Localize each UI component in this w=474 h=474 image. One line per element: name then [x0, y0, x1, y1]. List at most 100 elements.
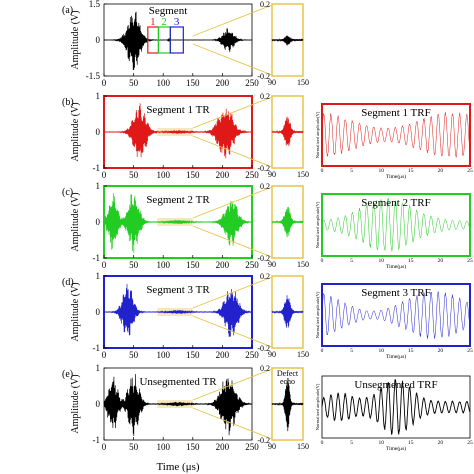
- trf-y-axis-label: Normalized amplitude(V): [315, 291, 320, 338]
- trf-x-tick-label: 20: [438, 440, 444, 446]
- defect-echo-annotation: echo: [280, 377, 295, 386]
- panel-4: (d)Amplitude (V)10-10 50 100 150 200 250Segme…: [62, 271, 473, 360]
- trf-waveform: [321, 378, 471, 435]
- trf-x-tick-label: 25: [467, 440, 473, 446]
- x-tick-label: 250: [245, 78, 259, 88]
- y-axis-label: Amplitude (V): [70, 282, 81, 341]
- panel-label: (c): [62, 187, 73, 198]
- segment-label: 2: [161, 16, 167, 28]
- trf-x-axis-label: Time(μs): [386, 445, 406, 452]
- x-tick-label: 200: [216, 260, 230, 270]
- trf-x-axis-label: Time(μs): [386, 173, 406, 180]
- y-tick-label: 0: [96, 35, 101, 45]
- x-tick-label: 200: [216, 442, 230, 452]
- trf-x-tick-label: 10: [378, 348, 384, 354]
- trf-x-tick-label: 20: [438, 258, 444, 264]
- x-tick-label: 150: [186, 350, 200, 360]
- waveform-series: [103, 283, 253, 338]
- x-tick-label: 250: [245, 170, 259, 180]
- y-tick-label: 0: [96, 307, 101, 317]
- zoom-y-tick-label: -0.2: [257, 72, 270, 81]
- y-tick-label: 1: [96, 363, 101, 373]
- zoom-y-tick-label: 0.2: [260, 364, 270, 373]
- trf-frame: [321, 103, 471, 167]
- trf-waveform: [321, 111, 471, 159]
- zoom-y-tick-label: -0.2: [257, 164, 270, 173]
- segment-label: 3: [174, 16, 180, 28]
- x-tick-label: 200: [216, 78, 230, 88]
- trf-x-tick-label: 0: [321, 258, 324, 264]
- y-tick-label: -1: [93, 343, 101, 353]
- zoom-x-tick-label: 90: [268, 260, 276, 269]
- x-tick-label: 0: [102, 442, 107, 452]
- zoom-y-tick-label: -0.2: [257, 344, 270, 353]
- trf-title: Segment 1 TRF: [361, 107, 430, 119]
- panel-title: Segment 1 TR: [146, 104, 210, 116]
- zoom-waveform: [271, 206, 304, 238]
- trf-x-tick-label: 15: [408, 168, 414, 174]
- panel-title: Segment 2 TR: [146, 194, 210, 206]
- y-axis-label: Amplitude (V): [70, 10, 81, 69]
- trf-x-tick-label: 10: [378, 440, 384, 446]
- trf-title: Unsegmented TRF: [354, 379, 437, 391]
- x-tick-label: 50: [129, 78, 139, 88]
- zoom-waveform: [271, 377, 304, 432]
- panel-title: Unsegmented TR: [139, 376, 217, 388]
- x-tick-label: 250: [245, 442, 259, 452]
- zoom-waveform: [271, 295, 304, 328]
- zoom-y-tick-label: 0.2: [260, 92, 270, 101]
- zoom-waveform: [271, 116, 304, 146]
- x-tick-label: 100: [156, 442, 170, 452]
- x-tick-label: 150: [186, 78, 200, 88]
- zoom-connector: [192, 186, 273, 219]
- zoom-x-tick-label: 150: [297, 442, 309, 451]
- trf-y-axis-label: Normalized amplitude(V): [315, 111, 320, 158]
- defect-echo-annotation: Defect: [277, 369, 299, 378]
- zoom-x-tick-label: 90: [268, 170, 276, 179]
- zoom-connector: [192, 43, 273, 76]
- x-tick-label: 200: [216, 170, 230, 180]
- x-tick-label: 50: [129, 260, 139, 270]
- zoom-connector: [192, 315, 273, 348]
- x-tick-label: 50: [129, 350, 139, 360]
- zoom-x-tick-label: 150: [297, 170, 309, 179]
- x-tick-label: 150: [186, 170, 200, 180]
- y-tick-label: 1: [96, 91, 101, 101]
- y-axis-label: Amplitude (V): [70, 374, 81, 433]
- x-tick-label: 250: [245, 350, 259, 360]
- zoom-connector: [192, 96, 273, 129]
- segment-label: 1: [150, 16, 156, 28]
- zoom-x-tick-label: 150: [297, 78, 309, 87]
- x-tick-label: 100: [156, 260, 170, 270]
- waveform-series: [103, 103, 253, 159]
- trf-x-tick-label: 20: [438, 348, 444, 354]
- trf-x-tick-label: 25: [467, 258, 473, 264]
- panel-5: (e)Amplitude (V)10-10 50 100 150 200 250Unseg…: [62, 363, 473, 452]
- zoom-y-tick-label: 0.2: [260, 0, 270, 9]
- trf-y-axis-label: Normalized amplitude(V): [315, 383, 320, 430]
- trf-x-tick-label: 0: [321, 348, 324, 354]
- y-tick-label: 0: [96, 217, 101, 227]
- y-tick-label: -1: [93, 435, 101, 445]
- trf-x-tick-label: 15: [408, 348, 414, 354]
- x-tick-label: 100: [156, 350, 170, 360]
- y-tick-label: 0: [96, 399, 101, 409]
- panel-label: (d): [62, 277, 74, 288]
- y-axis-label: Amplitude (V): [70, 102, 81, 161]
- trf-x-tick-label: 25: [467, 168, 473, 174]
- zoom-waveform: [271, 35, 304, 46]
- x-tick-label: 50: [129, 442, 139, 452]
- zoom-x-tick-label: 90: [268, 350, 276, 359]
- waveform-series: [103, 11, 253, 71]
- x-tick-label: 100: [156, 170, 170, 180]
- x-tick-label: 0: [102, 78, 107, 88]
- zoom-y-tick-label: -0.2: [257, 436, 270, 445]
- y-tick-label: -1: [93, 253, 101, 263]
- trf-x-tick-label: 20: [438, 168, 444, 174]
- zoom-connector: [192, 4, 273, 37]
- trf-x-tick-label: 0: [321, 168, 324, 174]
- panel-1: (a)Amplitude (V)1.50-1.50 50 100 150 200 2501…: [62, 0, 309, 88]
- zoom-connector: [192, 225, 273, 258]
- trf-x-tick-label: 0: [321, 440, 324, 446]
